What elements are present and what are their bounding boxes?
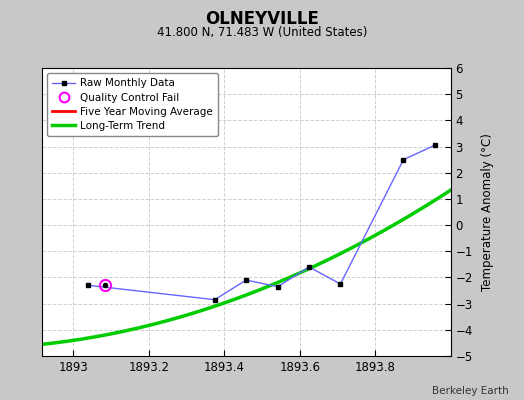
Y-axis label: Temperature Anomaly (°C): Temperature Anomaly (°C): [481, 133, 494, 291]
Legend: Raw Monthly Data, Quality Control Fail, Five Year Moving Average, Long-Term Tren: Raw Monthly Data, Quality Control Fail, …: [47, 73, 219, 136]
Text: OLNEYVILLE: OLNEYVILLE: [205, 10, 319, 28]
Text: 41.800 N, 71.483 W (United States): 41.800 N, 71.483 W (United States): [157, 26, 367, 39]
Text: Berkeley Earth: Berkeley Earth: [432, 386, 508, 396]
